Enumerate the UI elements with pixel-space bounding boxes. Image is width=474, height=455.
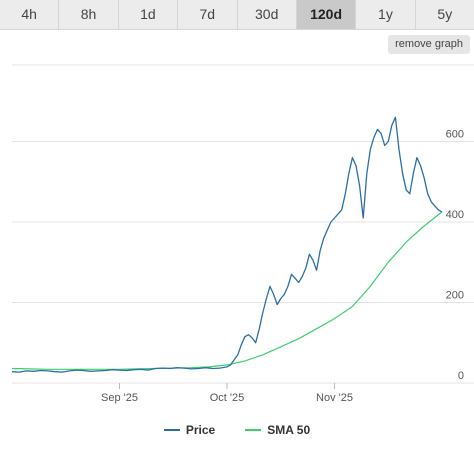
range-tab-120d[interactable]: 120d: [296, 0, 357, 29]
y-tick-label: 200: [446, 289, 464, 301]
y-tick-label: 600: [446, 128, 464, 140]
y-tick-label: 400: [446, 209, 464, 221]
range-tab-5y[interactable]: 5y: [415, 0, 474, 29]
x-axis-ticks: Sep '25 Oct '25 Nov '25: [101, 383, 353, 404]
remove-graph-button[interactable]: remove graph: [388, 35, 470, 54]
series-line-sma-50: [11, 211, 443, 370]
time-range-tabs: 4h 8h 1d 7d 30d 120d 1y 5y: [0, 0, 474, 30]
x-tick-label: Sep '25: [101, 392, 138, 404]
grid-lines: [12, 64, 474, 384]
range-tab-4h[interactable]: 4h: [0, 0, 60, 29]
series-line-price: [11, 116, 443, 373]
range-tab-1d[interactable]: 1d: [118, 0, 179, 29]
x-tick-label: Oct '25: [210, 392, 245, 404]
range-tab-1y[interactable]: 1y: [356, 0, 416, 29]
legend-swatch: [163, 429, 180, 431]
legend-item-price[interactable]: Price: [163, 423, 216, 437]
y-tick-label: 0: [458, 370, 464, 382]
x-tick-label: Nov '25: [316, 392, 353, 404]
legend-label: SMA 50: [267, 423, 311, 437]
series-lines: [11, 116, 443, 373]
legend: Price SMA 50: [0, 420, 474, 440]
range-tab-30d[interactable]: 30d: [237, 0, 297, 29]
y-axis-ticks: 0 200 400 600: [446, 128, 464, 382]
legend-label: Price: [185, 423, 216, 437]
range-tab-8h[interactable]: 8h: [59, 0, 119, 29]
range-tab-7d[interactable]: 7d: [178, 0, 238, 29]
legend-item-sma-50[interactable]: SMA 50: [245, 423, 310, 437]
legend-swatch: [245, 429, 262, 431]
